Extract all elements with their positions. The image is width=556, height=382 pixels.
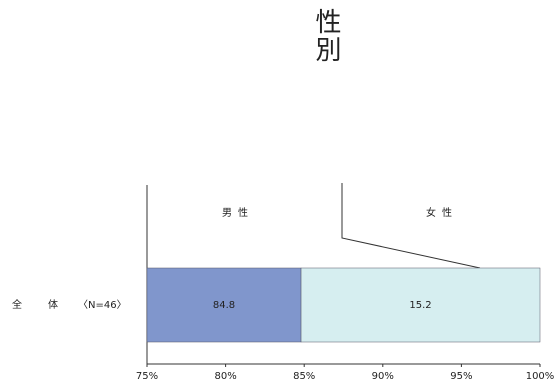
legend-label: 女性 xyxy=(426,206,458,219)
x-tick-label: 90% xyxy=(372,371,394,382)
x-tick-label: 95% xyxy=(450,371,472,382)
bar-segment xyxy=(146,267,302,343)
x-tick-label: 100% xyxy=(526,371,555,382)
legend-label: 男性 xyxy=(222,206,254,219)
x-tick-label: 75% xyxy=(136,371,158,382)
value-label: 84.8 xyxy=(213,300,235,311)
bar-segment xyxy=(300,267,541,343)
x-tick-label: 85% xyxy=(293,371,315,382)
value-label: 15.2 xyxy=(409,300,431,311)
category-note: 〈N=46〉 xyxy=(78,299,127,311)
x-tick-label: 80% xyxy=(214,371,236,382)
category-label: 全 体 xyxy=(12,298,66,311)
legend-leader xyxy=(341,183,481,269)
chart-title: 性別 xyxy=(311,8,341,64)
